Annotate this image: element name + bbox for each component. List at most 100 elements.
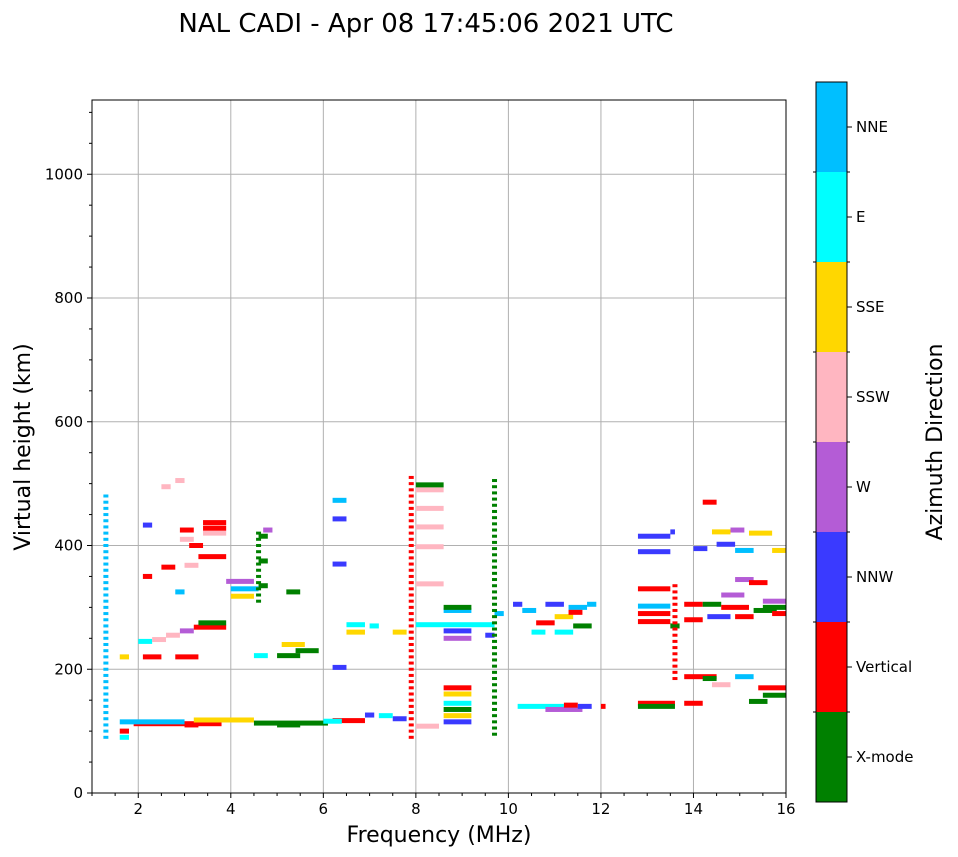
echo-segment [286, 589, 301, 595]
chart-title: NAL CADI - Apr 08 17:45:06 2021 UTC [178, 9, 673, 39]
echo-strip-dash [408, 735, 414, 739]
echo-strip-dash [103, 587, 109, 591]
echo-segment [684, 601, 703, 607]
echo-segment [513, 601, 523, 607]
echo-strip-dash [492, 578, 498, 582]
echo-strip-dash [408, 605, 414, 609]
echo-strip-dash [492, 571, 498, 575]
echo-strip-dash [408, 562, 414, 566]
echo-strip-dash [256, 537, 262, 541]
echo-strip-dash [103, 618, 109, 622]
echo-strip-dash [103, 531, 109, 535]
echo-segment [563, 702, 578, 708]
echo-strip-dash [408, 661, 414, 665]
echo-strip-dash [408, 556, 414, 560]
echo-segment [702, 601, 722, 607]
echo-strip-dash [408, 525, 414, 529]
echo-strip-dash [103, 513, 109, 517]
echo-strip-dash [103, 525, 109, 529]
echo-strip-dash [103, 661, 109, 665]
echo-strip-dash [672, 633, 678, 637]
echo-strip-dash [492, 701, 498, 705]
echo-strip-dash [103, 704, 109, 708]
echo-segment [485, 632, 495, 638]
echo-strip-dash [492, 664, 498, 668]
echo-strip-dash [672, 652, 678, 656]
echo-strip-dash [408, 636, 414, 640]
echo-strip-dash [103, 655, 109, 659]
echo-strip-dash [492, 491, 498, 495]
echo-strip-dash [672, 621, 678, 625]
echo-strip-dash [103, 581, 109, 585]
echo-strip-dash [103, 630, 109, 634]
echo-strip-dash [103, 494, 109, 498]
echo-strip-dash [103, 717, 109, 721]
gridlines [92, 100, 787, 794]
x-tick-label: 4 [226, 800, 236, 818]
echo-strip-dash [256, 574, 262, 578]
echo-segment [332, 497, 347, 503]
echo-strip-dash [492, 683, 498, 687]
echo-strip-dash [408, 717, 414, 721]
echo-segment [702, 676, 717, 682]
colorbar-tick-label: Vertical [856, 658, 912, 676]
echo-segment [378, 713, 393, 719]
echo-segment [443, 628, 472, 634]
echo-strip-dash [492, 707, 498, 711]
echo-strip-dash [256, 562, 262, 566]
echo-strip-dash [408, 506, 414, 510]
echo-strip-dash [408, 711, 414, 715]
echo-strip-dash [103, 692, 109, 696]
y-tick-label: 800 [54, 289, 83, 307]
echo-segment [637, 549, 671, 555]
echo-segment [415, 581, 444, 587]
echo-strip-dash [103, 735, 109, 739]
plot-frame [91, 99, 787, 794]
echo-strip-dash [103, 568, 109, 572]
echo-strip-dash [492, 516, 498, 520]
echo-strip-dash [492, 565, 498, 569]
colorbar-frame [815, 81, 848, 803]
x-tick-label: 16 [776, 800, 795, 818]
echo-segment [179, 527, 194, 533]
echo-traces [103, 475, 786, 740]
echo-segment [263, 527, 273, 533]
echo-strip-dash [492, 639, 498, 643]
echo-strip-dash [492, 509, 498, 513]
echo-segment [415, 487, 444, 493]
azimuth-colorbar: X-mode Vertical NNW W SSW SSE E NNE [813, 81, 913, 803]
echo-strip-dash [103, 605, 109, 609]
echo-segment [554, 629, 574, 635]
echo-strip-dash [492, 658, 498, 662]
colorbar-tick-label: SSE [856, 298, 885, 316]
echo-strip-dash [672, 639, 678, 643]
echo-strip-dash [408, 482, 414, 486]
echo-segment [443, 706, 472, 712]
echo-strip-dash [492, 652, 498, 656]
x-tick-label: 14 [684, 800, 703, 818]
echo-segment [702, 499, 717, 505]
echo-segment [258, 558, 268, 564]
echo-segment [443, 700, 472, 706]
echo-strip-dash [492, 559, 498, 563]
plot-background [92, 100, 786, 793]
echo-strip-dash [256, 581, 262, 585]
echo-segment [443, 635, 472, 641]
echo-segment [189, 543, 204, 548]
colorbar-swatch [816, 712, 847, 802]
echo-strip-dash [492, 522, 498, 526]
y-axis-label: Virtual height (km) [11, 343, 36, 550]
echo-strip-dash [408, 692, 414, 696]
echo-segment [762, 598, 786, 604]
echo-strip-dash [408, 513, 414, 517]
echo-strip-dash [672, 602, 678, 606]
echo-strip-dash [256, 550, 262, 554]
echo-strip-dash [492, 714, 498, 718]
y-tick-label: 0 [73, 784, 83, 802]
colorbar-swatch [816, 352, 847, 442]
echo-strip-dash [408, 550, 414, 554]
echo-strip-dash [256, 593, 262, 597]
echo-strip-dash [672, 584, 678, 588]
echo-segment [253, 653, 268, 659]
echo-segment [203, 525, 227, 531]
